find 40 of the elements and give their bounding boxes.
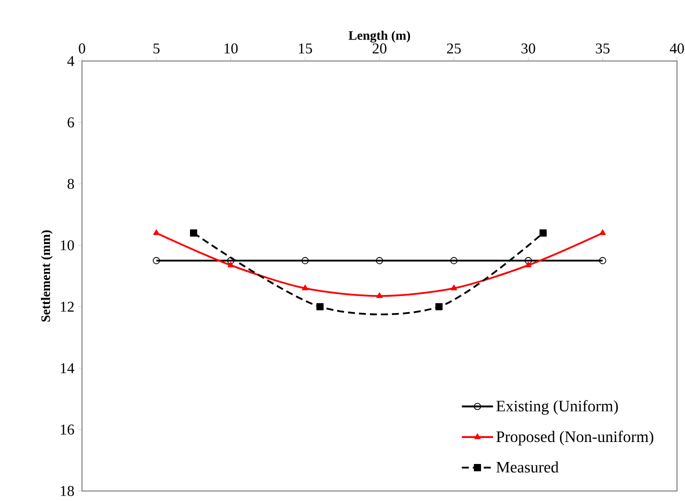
point — [152, 257, 160, 264]
x-tick-label: 40 — [670, 43, 684, 54]
x-tick-label: 10 — [224, 43, 238, 54]
point — [540, 229, 547, 237]
legend-label: Existing (Uniform) — [496, 400, 618, 415]
x-tick-label: 15 — [298, 43, 312, 54]
point — [376, 257, 384, 264]
point — [190, 229, 198, 237]
point — [302, 257, 309, 264]
point — [524, 257, 532, 264]
point — [450, 257, 458, 264]
x-tick-label: 30 — [522, 43, 536, 54]
x-axis-title: Length (m) — [348, 30, 410, 43]
legend-label: Measured — [496, 461, 559, 473]
point — [599, 229, 606, 235]
point — [599, 257, 606, 264]
point — [525, 262, 532, 268]
legend-label: Proposed (Non-uniform) — [496, 430, 654, 446]
y-tick-label: 10 — [60, 240, 74, 250]
point — [435, 303, 443, 310]
point — [302, 284, 308, 290]
y-tick-label: 14 — [60, 363, 74, 374]
point — [316, 303, 324, 310]
x-tick-label: 25 — [447, 43, 461, 54]
y-tick-label: 18 — [60, 486, 74, 496]
point — [228, 262, 234, 268]
y-axis-title: Settlement (mm) — [40, 230, 53, 322]
point — [227, 257, 234, 264]
y-tick-label: 16 — [60, 424, 74, 435]
point — [153, 229, 160, 235]
x-tick-label: 20 — [372, 43, 386, 54]
y-tick-label: 8 — [68, 178, 74, 189]
y-tick-label: 4 — [67, 56, 74, 66]
x-tick-label: 0 — [78, 43, 86, 54]
y-tick-label: 6 — [68, 117, 74, 128]
x-tick-label: 5 — [154, 44, 160, 54]
point — [450, 284, 458, 290]
point — [376, 292, 383, 298]
y-tick-label: 12 — [60, 302, 74, 312]
x-tick-label: 35 — [596, 43, 610, 54]
